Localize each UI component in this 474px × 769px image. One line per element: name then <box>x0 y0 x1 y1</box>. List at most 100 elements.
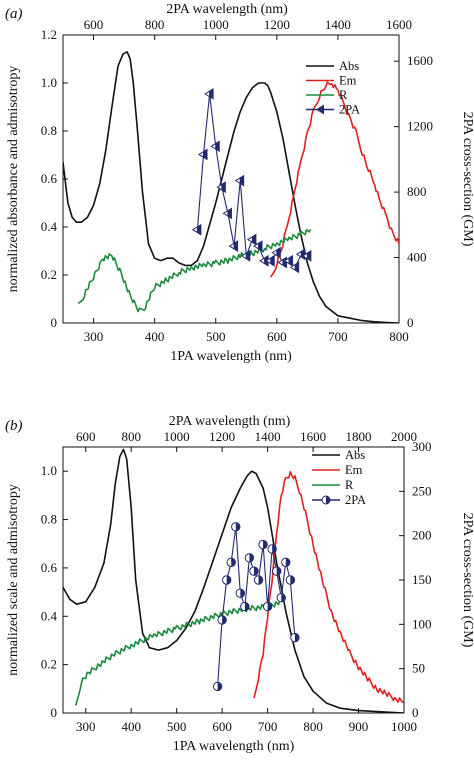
series-abs <box>63 448 404 713</box>
y2-axis-label: 2PA cross-section (GM) <box>460 112 474 247</box>
y-tick-label: 0 <box>51 705 58 720</box>
x-axis-label: 1PA wavelength (nm) <box>170 349 292 364</box>
legend-label: Abs <box>339 59 359 73</box>
marker-fill <box>294 262 299 273</box>
y-tick-label: 0.8 <box>41 512 57 527</box>
legend-item-r: R <box>312 478 354 492</box>
legend-label: 2PA <box>345 493 366 507</box>
x2-tick-label: 800 <box>145 17 165 32</box>
y2-tick-label: 400 <box>407 250 427 265</box>
x2-tick-label: 800 <box>121 429 141 444</box>
legend-marker-fill <box>326 496 330 504</box>
marker-fill <box>240 589 245 598</box>
legend-item-em: Em <box>306 74 357 88</box>
x2-tick-label: 600 <box>76 429 96 444</box>
series-abs <box>63 51 399 323</box>
data-point-2pa <box>258 539 268 550</box>
x2-axis-label: 2PA wavelength (nm) <box>169 414 291 429</box>
panel-label: (b) <box>5 418 23 434</box>
data-point-2pa <box>221 575 232 585</box>
marker-fill <box>249 553 254 563</box>
marker-fill <box>300 249 305 260</box>
marker-fill <box>245 250 250 261</box>
x-tick-label: 600 <box>267 329 287 344</box>
data-point-2pa <box>198 148 208 161</box>
x-tick-label: 700 <box>258 719 278 734</box>
y-tick-label: 0.6 <box>41 560 58 575</box>
data-point-2pa <box>212 681 223 692</box>
y-tick-label: 0 <box>51 315 58 330</box>
marker-fill <box>306 250 311 261</box>
marker-fill <box>215 141 220 152</box>
x-tick-label: 700 <box>328 329 348 344</box>
legend-item-r: R <box>306 88 348 102</box>
series-2pa <box>212 522 300 692</box>
x-tick-label: 300 <box>84 329 104 344</box>
data-point-2pa <box>246 233 257 246</box>
data-point-2pa <box>281 557 291 567</box>
x2-tick-label: 1200 <box>264 17 290 32</box>
legend-label: R <box>345 478 354 492</box>
marker-fill <box>217 682 222 691</box>
data-point-2pa <box>222 207 232 220</box>
x-axis-label: 1PA wavelength (nm) <box>173 739 295 754</box>
x-tick-label: 500 <box>206 329 226 344</box>
data-point-2pa <box>276 593 286 603</box>
y2-axis-ticks: 0 50 100 150 200 250 300 <box>399 439 432 720</box>
data-point-2pa <box>204 88 214 100</box>
data-point-2pa <box>271 566 282 576</box>
data-point-2pa <box>265 254 275 267</box>
marker-fill <box>226 575 231 585</box>
y2-tick-label: 800 <box>407 184 427 199</box>
series-line-abs <box>63 448 404 713</box>
marker-fill <box>203 149 208 160</box>
data-point-2pa <box>253 240 263 252</box>
series-line-2pa <box>217 526 296 687</box>
x-tick-label: 1000 <box>391 719 417 734</box>
series-r <box>77 228 312 313</box>
y2-tick-label: 200 <box>412 528 432 543</box>
marker-fill <box>196 224 201 235</box>
data-point-2pa <box>244 553 255 563</box>
x-axis-ticks: 300 400 500 600 700 800 <box>84 318 409 344</box>
legend-item-abs: Abs <box>306 59 359 73</box>
x2-tick-label: 1000 <box>164 429 190 444</box>
chart-panel-a: (a) 300 400 500 600 700 800 1PA wavelength (nm)… <box>5 2 474 364</box>
marker-fill <box>258 575 263 585</box>
data-point-2pa <box>226 557 236 567</box>
x-tick-label: 800 <box>303 719 323 734</box>
marker-fill <box>281 593 286 602</box>
x-tick-label: 500 <box>167 719 187 734</box>
marker-fill <box>239 175 244 186</box>
legend-label: 2PA <box>339 103 360 117</box>
data-point-2pa <box>217 615 227 625</box>
marker-fill <box>227 208 232 219</box>
y2-tick-label: 1200 <box>407 119 433 134</box>
marker-fill <box>244 602 250 611</box>
x2-tick-label: 1200 <box>209 429 235 444</box>
y2-tick-label: 150 <box>412 572 432 587</box>
legend-label: R <box>339 88 348 102</box>
x2-tick-label: 1400 <box>255 429 281 444</box>
data-point-2pa <box>290 632 300 643</box>
series-line-r <box>74 598 282 706</box>
series-2pa <box>191 88 312 274</box>
marker-fill <box>267 602 272 611</box>
series-r <box>74 598 282 706</box>
legend-marker <box>316 104 324 115</box>
marker-fill <box>209 88 214 99</box>
y-axis-label: normalized absorbance and admisotropy <box>6 66 21 293</box>
legend-item-2pa: 2PA <box>312 493 366 507</box>
x2-tick-label: 1600 <box>386 17 412 32</box>
data-point-2pa <box>210 140 220 153</box>
y-tick-label: 0.8 <box>41 123 57 138</box>
marker-fill <box>253 566 259 576</box>
marker-fill <box>222 615 227 625</box>
data-point-2pa <box>191 223 202 236</box>
series-line-em <box>253 471 404 704</box>
y-tick-label: 0.4 <box>41 608 58 623</box>
y-tick-label: 0.2 <box>41 267 57 282</box>
